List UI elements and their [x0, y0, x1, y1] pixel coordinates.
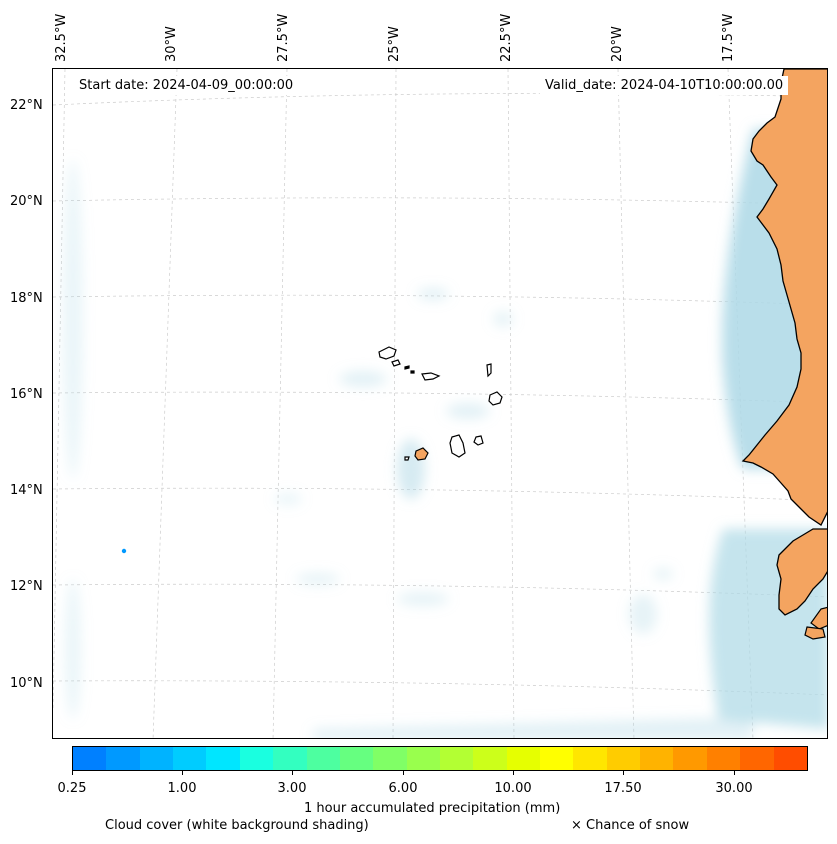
- colorbar-segment: [406, 747, 440, 770]
- colorbar-segment: [473, 747, 507, 770]
- colorbar-tick-label: 3.00: [277, 781, 307, 796]
- colorbar-segment: [173, 747, 207, 770]
- lon-label: 17.5°W: [721, 13, 736, 62]
- lon-label: 22.5°W: [499, 13, 514, 62]
- lat-label: 10°N: [10, 676, 43, 691]
- lat-label: 14°N: [10, 483, 43, 498]
- africa-coastline: [741, 69, 827, 526]
- colorbar-segment: [339, 747, 374, 770]
- lat-label: 20°N: [10, 194, 43, 209]
- map-panel[interactable]: [52, 68, 828, 739]
- colorbar-segment: [573, 747, 607, 770]
- lon-label: 32.5°W: [54, 13, 69, 62]
- precipitation-cell: [121, 548, 127, 554]
- africa-coastline: [776, 528, 827, 616]
- lat-label: 22°N: [10, 98, 43, 113]
- colorbar-tick-label: 10.00: [494, 781, 532, 796]
- colorbar-segment: [773, 747, 807, 770]
- colorbar-segment: [706, 747, 741, 770]
- colorbar-segment: [606, 747, 641, 770]
- colorbar-segment: [640, 747, 674, 770]
- lon-label: 20°W: [610, 26, 625, 62]
- colorbar-segment: [73, 747, 107, 770]
- africa-coastline: [810, 606, 827, 630]
- colorbar-segment: [506, 747, 541, 770]
- colorbar-tick: [623, 771, 624, 775]
- lon-label: 30°W: [164, 26, 179, 62]
- colorbar-segment: [239, 747, 274, 770]
- snow-legend: × Chance of snow: [571, 818, 690, 833]
- colorbar-tick: [403, 771, 404, 775]
- colorbar-tick: [513, 771, 514, 775]
- cloud-cover: [63, 129, 827, 738]
- lat-label: 18°N: [10, 291, 43, 306]
- colorbar-segment: [306, 747, 340, 770]
- valid-date-label: Valid_date: 2024-04-10T10:00:00.00: [540, 76, 789, 95]
- colorbar-segment: [273, 747, 307, 770]
- cape-verde-islands: [378, 346, 503, 461]
- lon-label: 27.5°W: [276, 13, 291, 62]
- colorbar-tick-label: 30.00: [715, 781, 753, 796]
- colorbar-tick: [72, 771, 73, 775]
- colorbar-tick: [734, 771, 735, 775]
- map-canvas: [53, 69, 827, 738]
- colorbar-segment: [740, 747, 774, 770]
- start-date-label: Start date: 2024-04-09_00:00:00: [74, 76, 299, 95]
- colorbar-segment: [673, 747, 707, 770]
- lat-label: 12°N: [10, 579, 43, 594]
- cloud-cover-legend: Cloud cover (white background shading): [105, 818, 369, 833]
- colorbar-tick: [182, 771, 183, 775]
- colorbar-tick-label: 6.00: [388, 781, 418, 796]
- africa-coastline: [804, 626, 826, 640]
- colorbar-segment: [206, 747, 240, 770]
- colorbar-segment: [540, 747, 574, 770]
- lon-label: 25°W: [387, 26, 402, 62]
- colorbar-tick-label: 17.50: [604, 781, 642, 796]
- colorbar-tick-label: 1.00: [167, 781, 197, 796]
- colorbar-segment: [439, 747, 474, 770]
- colorbar-segment: [106, 747, 140, 770]
- colorbar-segment: [139, 747, 174, 770]
- colorbar-tick-label: 0.25: [57, 781, 87, 796]
- precipitation-colorbar: [72, 746, 808, 771]
- colorbar-segment: [373, 747, 407, 770]
- lat-label: 16°N: [10, 387, 43, 402]
- colorbar-tick: [292, 771, 293, 775]
- colorbar-label: 1 hour accumulated precipitation (mm): [304, 801, 561, 816]
